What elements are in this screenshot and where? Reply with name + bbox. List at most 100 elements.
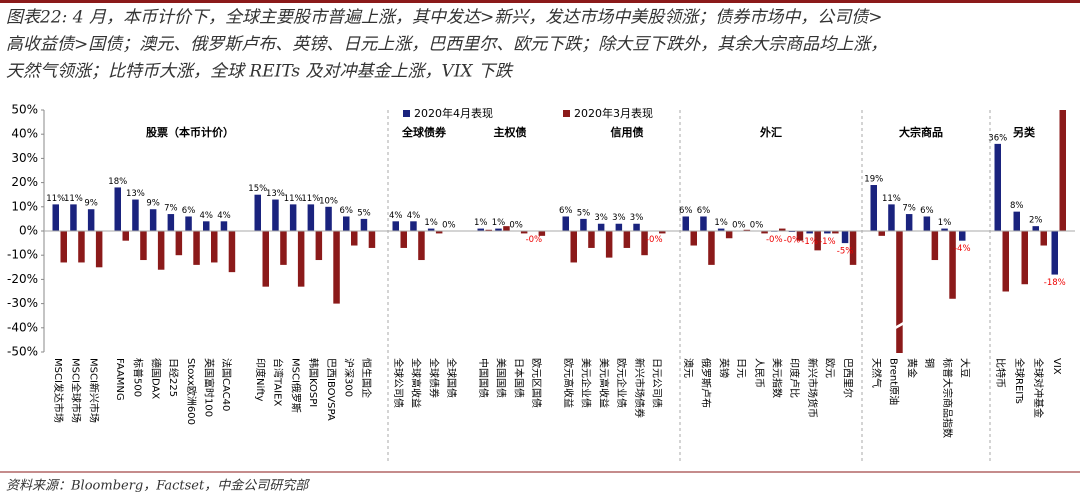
value-label: 6% — [559, 206, 573, 216]
x-tick-label: 日元 — [735, 358, 746, 378]
x-tick-label: 巴西IBOVSPA — [325, 358, 337, 421]
bar — [563, 216, 570, 231]
x-tick-label: 美元高收益 — [597, 358, 610, 408]
bar — [290, 204, 297, 231]
value-label: 4% — [217, 211, 231, 221]
value-label: 11% — [46, 194, 65, 204]
x-tick-label: 铜 — [923, 358, 935, 368]
value-label: 15% — [248, 184, 267, 194]
value-label: 9% — [146, 199, 160, 209]
bar — [78, 231, 85, 262]
bar — [298, 231, 305, 287]
bar — [150, 209, 157, 231]
value-label: 6% — [182, 206, 196, 216]
bar — [203, 221, 210, 231]
bar — [959, 231, 966, 241]
value-label: -0% — [766, 235, 783, 245]
x-tick-label: 印度卢比 — [788, 358, 801, 398]
bar — [1022, 231, 1029, 284]
value-label: 6% — [697, 206, 711, 216]
legend-swatch — [403, 110, 410, 117]
x-tick-label: MSCI新兴市场 — [87, 358, 100, 423]
x-tick-label: MSCI俄罗斯 — [289, 358, 302, 413]
value-label: 4% — [200, 211, 214, 221]
bar — [88, 209, 95, 231]
bar — [221, 221, 228, 231]
value-label: 3% — [594, 213, 608, 223]
value-label: 0% — [750, 221, 764, 231]
x-tick-label: MSCI全球市场 — [70, 358, 83, 423]
value-label: 1% — [938, 218, 952, 228]
y-tick-label: 10% — [11, 199, 38, 213]
value-label: -1% — [801, 237, 818, 247]
value-label: 3% — [630, 213, 644, 223]
bar — [588, 231, 595, 248]
bar — [115, 187, 122, 231]
bar — [624, 231, 631, 248]
y-tick-label: -10% — [7, 248, 38, 262]
group-label: 外汇 — [759, 125, 782, 139]
x-tick-label: 恒生国企 — [360, 358, 373, 398]
value-label: 13% — [126, 189, 145, 199]
x-tick-label: 法国CAC40 — [220, 358, 233, 411]
bar — [906, 214, 913, 231]
x-tick-label: Brent原油 — [888, 358, 901, 405]
bar — [708, 231, 715, 265]
value-label: 13% — [266, 189, 285, 199]
bar — [272, 200, 279, 231]
value-label: 36% — [988, 133, 1007, 143]
group-label: 股票（本币计价） — [146, 125, 234, 139]
group-label: 信用债 — [611, 125, 644, 139]
bar — [193, 231, 200, 265]
x-tick-label: 英镑 — [717, 358, 730, 378]
bar — [361, 219, 368, 231]
y-tick-label: -30% — [7, 296, 38, 310]
group-label: 主权债 — [494, 125, 527, 139]
value-label: 6% — [679, 206, 693, 216]
group-label: 全球债券 — [401, 125, 447, 139]
y-tick-label: 50% — [11, 103, 38, 117]
x-tick-label: 全球高收益 — [410, 358, 423, 408]
x-tick-label: 欧元区国债 — [530, 358, 543, 408]
x-tick-label: MSCI发达市场 — [52, 358, 65, 423]
bar — [896, 231, 903, 364]
x-tick-label: 巴西里尔 — [841, 358, 854, 398]
bar — [726, 231, 733, 238]
value-label: 0% — [732, 221, 746, 231]
value-label: 7% — [902, 204, 916, 214]
plot-area — [53, 110, 1067, 364]
value-label: -0% — [646, 235, 663, 245]
bar — [53, 204, 60, 231]
value-label: 11% — [64, 194, 83, 204]
x-tick-label: VIX — [1051, 358, 1062, 375]
title: 高收益债>国债；澳元、俄罗斯卢布、英镑、日元上涨，巴西里尔、欧元下跌；除大豆下跌… — [6, 35, 887, 55]
x-tick-label: 欧元 — [824, 358, 836, 378]
bar — [995, 144, 1002, 231]
bar — [580, 219, 587, 231]
bar — [1014, 212, 1021, 231]
x-tick-label: 新兴市场货币 — [806, 358, 819, 418]
x-tick-label: 韩国KOSPI — [307, 358, 320, 407]
bar — [123, 231, 130, 241]
value-label: 6% — [340, 206, 354, 216]
value-label: 1% — [424, 218, 438, 228]
value-label: 10% — [319, 196, 338, 206]
bar — [932, 231, 939, 260]
x-tick-label: 全球对冲基金 — [1032, 358, 1045, 418]
value-label: -4% — [954, 244, 971, 254]
bar — [168, 214, 175, 231]
bar — [280, 231, 287, 265]
group-label: 大宗商品 — [899, 125, 943, 139]
y-tick-label: 30% — [11, 151, 38, 165]
value-label: 1% — [474, 218, 488, 228]
bar — [308, 204, 315, 231]
bar — [691, 231, 698, 246]
bar — [888, 204, 895, 231]
y-tick-label: 0% — [19, 224, 38, 238]
x-tick-label: 标普500 — [132, 358, 145, 397]
bar — [185, 216, 192, 231]
bar — [140, 231, 147, 260]
source: 资料来源：Bloomberg，Factset，中金公司研究部 — [6, 478, 310, 494]
x-tick-label: 全球REITs — [1013, 358, 1026, 404]
